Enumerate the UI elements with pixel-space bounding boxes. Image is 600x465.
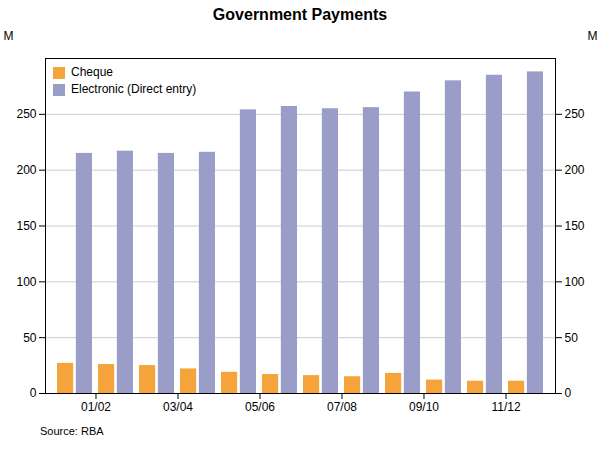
svg-text:07/08: 07/08 xyxy=(327,400,357,414)
svg-text:0: 0 xyxy=(565,386,572,400)
svg-text:250: 250 xyxy=(16,107,36,121)
html-text:Electronic (Direct entry): Electronic (Direct entry) xyxy=(71,82,197,96)
svg-text:0: 0 xyxy=(30,386,37,400)
svg-text:200: 200 xyxy=(565,163,585,177)
html-text:Source: RBA: Source: RBA xyxy=(40,425,104,437)
svg-text:M: M xyxy=(4,29,14,43)
html-text:Cheque: Cheque xyxy=(71,65,113,79)
svg-text:01/02: 01/02 xyxy=(81,400,111,414)
svg-text:100: 100 xyxy=(565,275,585,289)
svg-text:03/04: 03/04 xyxy=(163,400,193,414)
svg-text:50: 50 xyxy=(23,331,37,345)
svg-text:100: 100 xyxy=(16,275,36,289)
svg-text:11/12: 11/12 xyxy=(491,400,520,414)
html-text:Government Payments: Government Payments xyxy=(212,6,388,23)
svg-text:05/06: 05/06 xyxy=(245,400,275,414)
svg-text:50: 50 xyxy=(565,331,579,345)
svg-text:150: 150 xyxy=(565,219,585,233)
svg-text:250: 250 xyxy=(565,107,585,121)
svg-text:09/10: 09/10 xyxy=(409,400,439,414)
svg-text:150: 150 xyxy=(16,219,36,233)
svg-text:200: 200 xyxy=(16,163,36,177)
svg-text:M: M xyxy=(588,29,598,43)
